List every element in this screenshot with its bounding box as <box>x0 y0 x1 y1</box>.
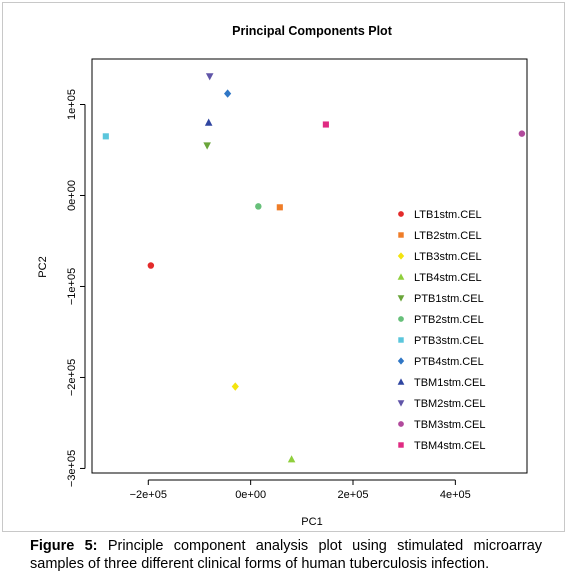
y-axis-label: PC2 <box>37 256 49 277</box>
legend-marker <box>397 295 405 302</box>
legend-marker <box>397 273 405 280</box>
legend-label: LTB4stm.CEL <box>414 272 482 284</box>
data-point <box>231 382 239 391</box>
legend-label: PTB3stm.CEL <box>414 335 484 347</box>
x-tick-label: 4e+05 <box>440 489 471 501</box>
x-tick-label: −2e+05 <box>130 489 167 501</box>
legend-label: TBM4stm.CEL <box>414 440 486 452</box>
data-point <box>204 118 213 126</box>
y-tick-label: 0e+00 <box>66 180 78 211</box>
x-axis-label: PC1 <box>301 516 322 528</box>
figure-frame <box>2 2 565 532</box>
legend-label: TBM2stm.CEL <box>414 398 486 410</box>
legend-marker <box>398 442 404 448</box>
data-point <box>287 455 296 463</box>
legend-label: LTB1stm.CEL <box>414 209 482 221</box>
y-axis: 1e+05 0e+00 −1e+05 −2e+05 −3e+05 <box>66 89 86 487</box>
data-point <box>102 133 109 140</box>
legend-label: PTB4stm.CEL <box>414 356 484 368</box>
legend-marker <box>397 252 405 260</box>
legend-label: PTB2stm.CEL <box>414 314 484 326</box>
figure-caption: Figure 5: Principle component analysis p… <box>30 537 542 573</box>
y-tick-label: −2e+05 <box>66 359 78 396</box>
data-point <box>276 204 283 211</box>
legend-marker <box>398 211 404 217</box>
legend-label: LTB3stm.CEL <box>414 251 482 263</box>
legend-label: TBM3stm.CEL <box>414 419 486 431</box>
y-tick-label: −3e+05 <box>66 450 78 487</box>
x-axis: −2e+05 0e+00 2e+05 4e+05 <box>130 479 471 501</box>
legend-marker <box>398 316 404 322</box>
y-tick-label: −1e+05 <box>66 268 78 305</box>
data-point <box>203 142 211 150</box>
legend-marker <box>398 337 404 343</box>
caption-text: Principle component analysis plot using … <box>30 538 543 572</box>
legend: LTB1stm.CEL LTB2stm.CEL LTB3stm.CEL LTB4stm… <box>397 209 486 452</box>
data-point <box>518 130 526 137</box>
legend-label: PTB1stm.CEL <box>414 293 484 305</box>
legend-marker <box>397 357 405 365</box>
y-tick-label: 1e+05 <box>66 89 78 120</box>
legend-label: LTB2stm.CEL <box>414 230 482 242</box>
data-point <box>205 73 214 81</box>
data-point <box>147 262 155 269</box>
plot-area-border <box>91 58 528 474</box>
data-point <box>322 121 329 128</box>
chart-title: Principal Components Plot <box>232 24 393 38</box>
caption-label: Figure 5: <box>30 538 98 554</box>
x-tick-label: 0e+00 <box>235 489 266 501</box>
legend-marker <box>398 421 404 427</box>
legend-marker <box>398 232 404 238</box>
x-tick-label: 2e+05 <box>338 489 369 501</box>
legend-marker <box>397 400 405 407</box>
legend-marker <box>397 378 405 385</box>
data-points <box>102 73 526 463</box>
legend-label: TBM1stm.CEL <box>414 377 486 389</box>
pca-scatter-chart: Principal Components Plot −2e+05 0e+00 2e+… <box>37 24 528 528</box>
data-point <box>255 203 262 210</box>
data-point <box>224 89 232 98</box>
